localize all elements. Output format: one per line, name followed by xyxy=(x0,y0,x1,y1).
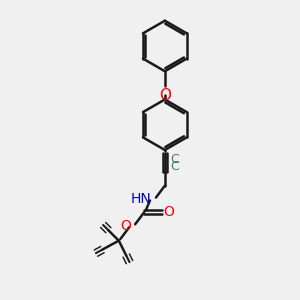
Text: HN: HN xyxy=(131,192,152,206)
Text: O: O xyxy=(164,206,174,219)
Text: C: C xyxy=(170,160,179,173)
Text: O: O xyxy=(159,88,171,103)
Text: C: C xyxy=(170,153,179,166)
Text: O: O xyxy=(120,219,131,233)
